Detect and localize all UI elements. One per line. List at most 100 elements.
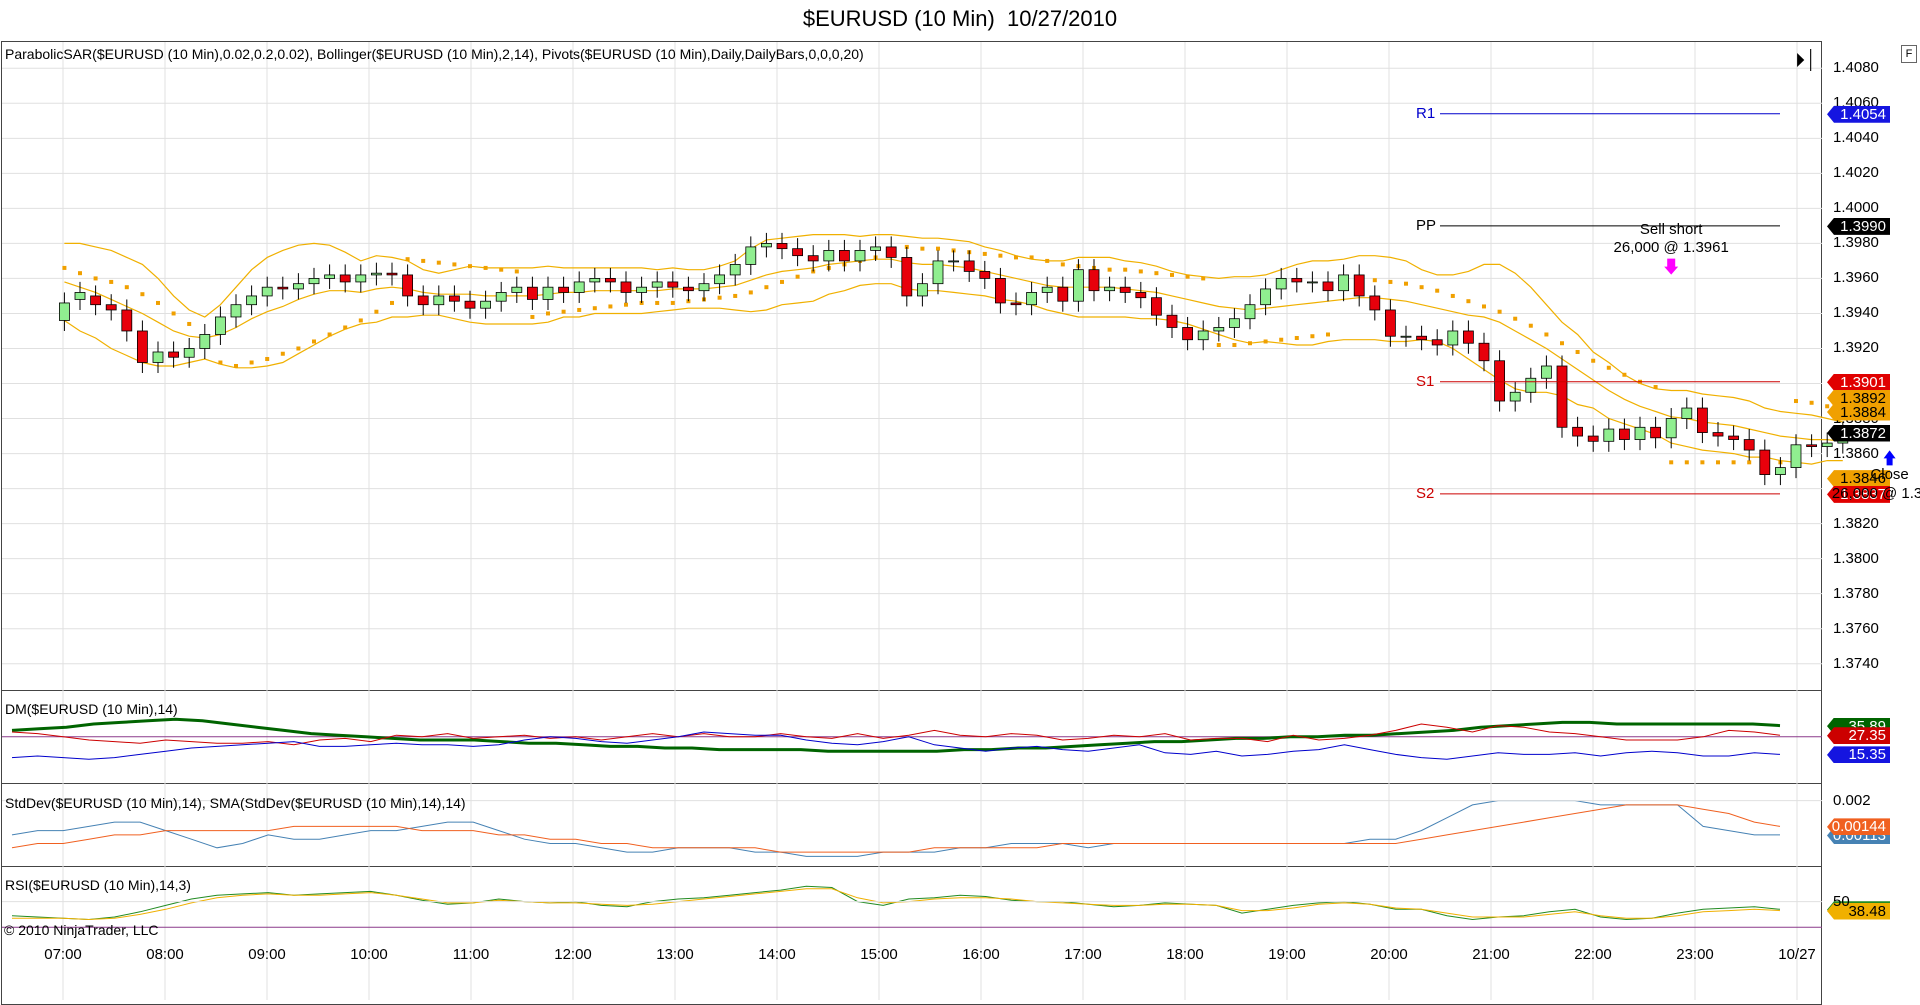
candle — [1541, 355, 1552, 389]
candle-body — [1556, 365, 1568, 428]
close-label-line1: Close — [1870, 466, 1909, 484]
sar-dot — [499, 267, 504, 272]
candle-body — [1572, 426, 1583, 437]
candle-body — [214, 316, 226, 335]
candle — [1478, 332, 1490, 372]
candle — [168, 341, 180, 368]
candle-body — [1291, 278, 1303, 283]
bollinger-upper-line — [64, 234, 1843, 423]
sar-dot — [1248, 341, 1252, 346]
sar-dot — [1372, 278, 1377, 283]
copyright-text: © 2010 NinjaTrader, LLC — [4, 922, 159, 938]
sar-dot — [327, 332, 332, 337]
bollinger-lower-line — [64, 283, 1843, 465]
candle-body — [1104, 286, 1115, 292]
candle-body — [1697, 407, 1708, 433]
candle-body — [729, 264, 741, 276]
candle — [277, 276, 289, 300]
x-tick-label: 18:00 — [1166, 946, 1204, 963]
candle-body — [1244, 304, 1256, 320]
x-tick-label: 07:00 — [44, 946, 82, 963]
fullscreen-button[interactable]: F — [1901, 45, 1917, 63]
candle-body — [1073, 269, 1084, 302]
x-tick-label: 17:00 — [1064, 946, 1102, 963]
candle-body — [995, 278, 1006, 304]
sar-dot — [608, 304, 613, 309]
candle-body — [1463, 330, 1474, 344]
sar-dot — [374, 309, 379, 314]
candle — [1369, 285, 1381, 321]
sar-dot — [998, 253, 1003, 258]
candle — [761, 232, 772, 258]
candle-body — [292, 283, 304, 290]
candle-body — [121, 309, 133, 332]
rsi-line — [11, 885, 1781, 921]
candle — [620, 271, 632, 303]
candle-body — [1010, 302, 1022, 306]
sar-dot — [483, 265, 488, 270]
candle-body — [542, 286, 554, 300]
candle-body — [1057, 286, 1069, 302]
scroll-to-end-icon[interactable]: ⏵⏐ — [1795, 50, 1817, 72]
candle-body — [1166, 314, 1178, 328]
sar-dot — [405, 257, 410, 262]
candle-body — [683, 286, 694, 292]
candle-body — [1135, 292, 1147, 299]
candle-body — [355, 274, 367, 283]
sar-dot — [546, 311, 550, 316]
sar-dot — [920, 246, 925, 251]
candle — [1447, 320, 1459, 356]
sar-dot — [1435, 288, 1440, 293]
sar-dot — [171, 311, 176, 316]
candle — [480, 290, 492, 319]
pivot-label-pp: PP — [1416, 216, 1437, 234]
price-badge: 1.3872 — [1827, 424, 1890, 442]
candle-body — [1494, 360, 1505, 402]
price-badge: 1.3884 — [1827, 403, 1890, 421]
sar-dot — [1201, 276, 1206, 281]
sar-dot — [1185, 274, 1190, 279]
candle-body — [698, 283, 710, 292]
candle-body — [1619, 428, 1630, 440]
candle-body — [714, 274, 725, 285]
candle — [1010, 292, 1022, 316]
candle — [402, 264, 414, 307]
candle-body — [932, 260, 944, 285]
candle — [1353, 264, 1365, 307]
candle-body — [573, 281, 585, 293]
candle — [1197, 320, 1209, 351]
candle-body — [1712, 432, 1724, 437]
candle-body — [1541, 365, 1552, 379]
sar-dot — [1107, 267, 1112, 272]
candle-body — [651, 281, 663, 288]
y-tick-label: 1.4000 — [1833, 199, 1879, 217]
rsi-panel-label: RSI($EURUSD (10 Min),14,3) — [5, 877, 191, 893]
x-tick-label: 20:00 — [1370, 946, 1408, 963]
sar-dot — [1528, 323, 1533, 328]
candle — [1135, 281, 1147, 309]
sar-dot — [1060, 262, 1065, 267]
candle-body — [1260, 288, 1271, 306]
candle-body — [636, 286, 647, 293]
candle — [1307, 271, 1318, 293]
candle — [651, 271, 663, 298]
candle — [90, 285, 101, 316]
sar-dot — [1450, 293, 1455, 298]
sar-dot — [1482, 304, 1486, 309]
candle — [1821, 432, 1833, 458]
candle — [901, 246, 913, 307]
sar-dot — [624, 302, 628, 307]
close-arrow-icon — [1883, 450, 1896, 466]
sell-arrow-icon — [1664, 258, 1679, 275]
candle — [1338, 264, 1349, 302]
sar-dot — [1825, 404, 1830, 409]
candle-body — [308, 278, 320, 285]
x-tick-label: 09:00 — [248, 946, 286, 963]
candle — [995, 267, 1006, 314]
candle — [870, 236, 881, 261]
candle — [698, 273, 710, 302]
candle — [1431, 329, 1443, 356]
candle — [776, 232, 788, 260]
candle-body — [246, 295, 258, 306]
